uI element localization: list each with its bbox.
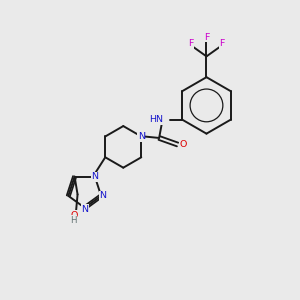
Text: N: N — [81, 205, 88, 214]
Text: N: N — [99, 191, 106, 200]
Text: O: O — [179, 140, 187, 149]
Text: N: N — [92, 172, 98, 181]
Text: HN: HN — [150, 115, 164, 124]
Text: H: H — [70, 216, 77, 225]
Text: F: F — [220, 39, 225, 48]
Text: F: F — [188, 39, 194, 48]
Text: N: N — [138, 132, 145, 141]
Text: N: N — [138, 132, 145, 141]
Text: O: O — [70, 211, 77, 220]
Text: F: F — [204, 33, 209, 42]
